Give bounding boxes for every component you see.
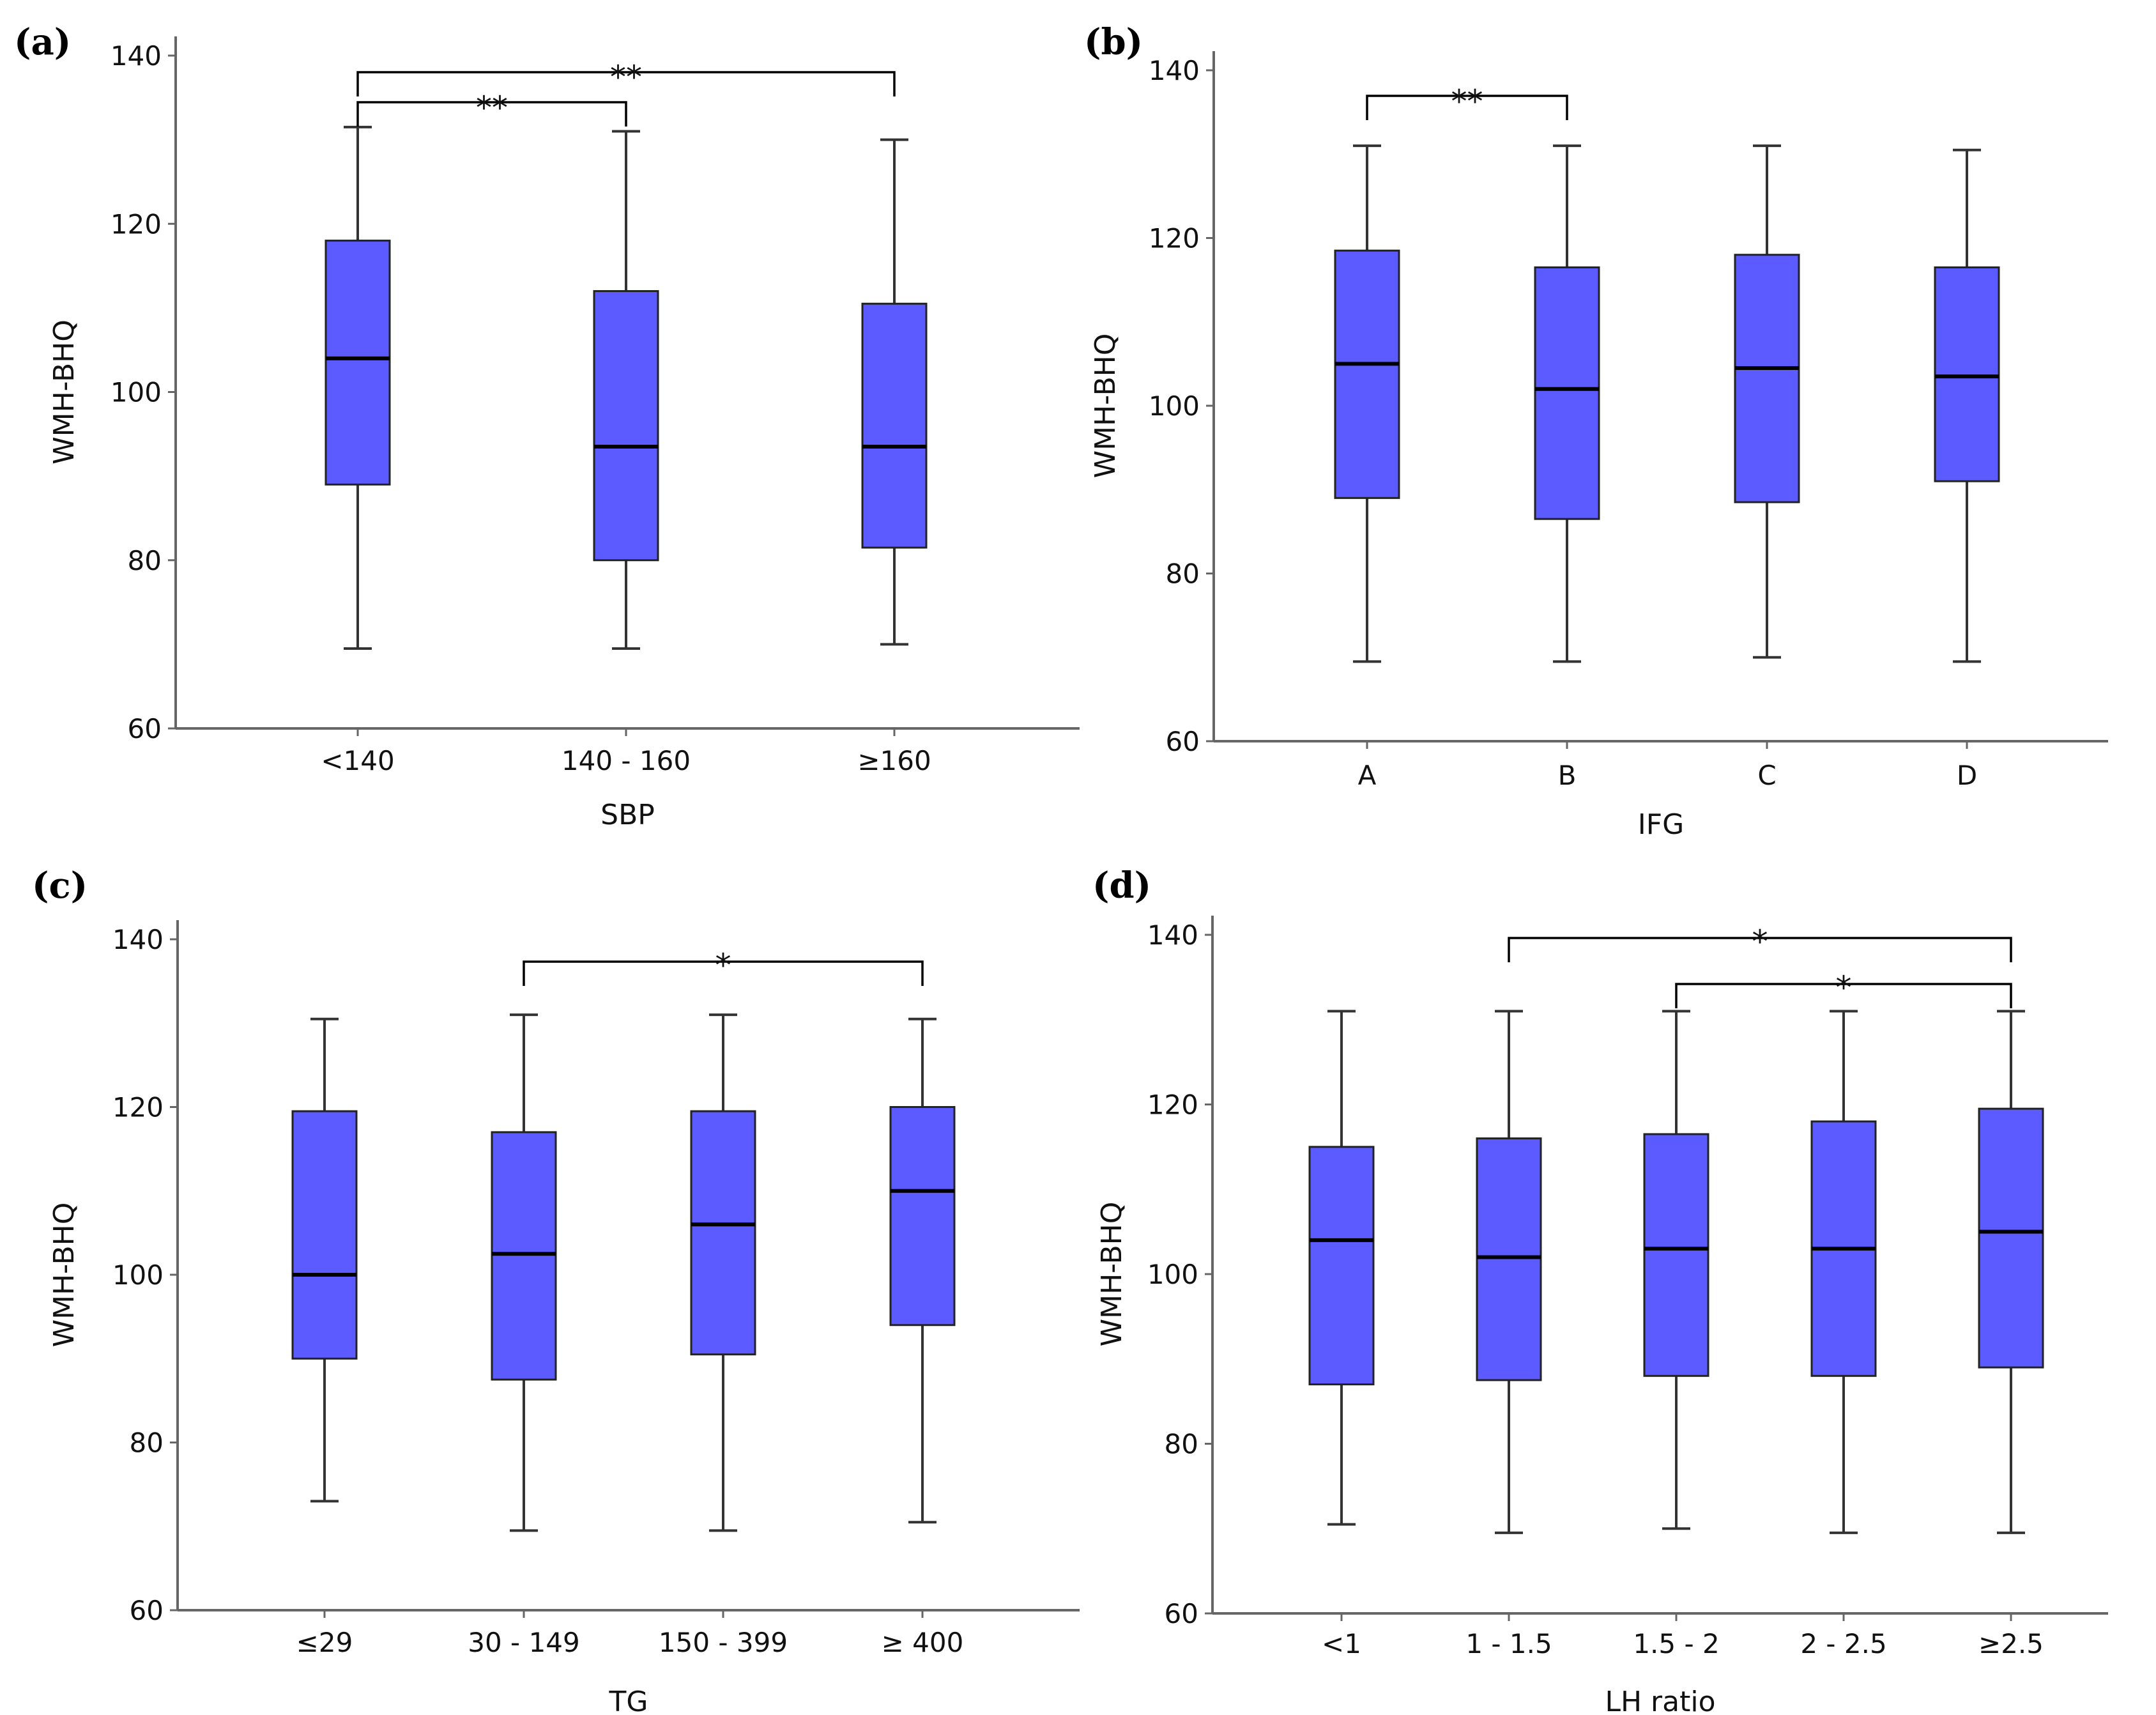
iqr-box	[889, 1106, 956, 1327]
x-axis-title: IFG	[1638, 808, 1684, 841]
y-axis-title: WMH-BHQ	[1096, 1202, 1128, 1347]
box-plot	[889, 1017, 956, 1524]
x-tick-label: D	[1957, 760, 1977, 791]
x-tick-label: 1 - 1.5	[1465, 1628, 1552, 1659]
significance-label: **	[476, 89, 508, 127]
y-tick-label: 120	[1147, 1089, 1198, 1121]
y-tick-label: 120	[111, 208, 162, 240]
y-tick-label: 60	[130, 1595, 164, 1626]
box-plot	[1978, 1010, 2044, 1534]
significance-label: *	[1836, 969, 1852, 1006]
y-axis-title: WMH-BHQ	[48, 1203, 80, 1348]
y-tick-label: 60	[128, 713, 162, 744]
significance-bracket	[1675, 983, 2012, 1008]
x-tick-label: 150 - 399	[659, 1627, 788, 1658]
box-plot	[1810, 1010, 1877, 1534]
x-tick-label: C	[1757, 760, 1776, 791]
box-plot	[291, 1017, 358, 1503]
y-axis-title: WMH-BHQ	[48, 319, 80, 465]
x-tick-label: ≥ 400	[882, 1627, 964, 1658]
x-axis-title: SBP	[600, 799, 655, 831]
x-tick-label: <140	[321, 745, 394, 776]
y-tick-label: 140	[112, 924, 164, 955]
y-tick-label: 140	[1149, 55, 1200, 86]
significance-bracket	[523, 960, 924, 986]
y-tick-label: 80	[1165, 1429, 1198, 1460]
significance-label: **	[1451, 83, 1483, 120]
box-plot	[690, 1013, 756, 1532]
x-axis-title: TG	[609, 1686, 648, 1715]
y-tick-label: 60	[1166, 726, 1200, 757]
y-tick-label: 140	[1147, 919, 1198, 951]
box-plot	[491, 1013, 557, 1532]
y-tick-label: 80	[1166, 558, 1200, 590]
box-plot	[1308, 1010, 1375, 1526]
iqr-box	[491, 1131, 557, 1381]
box-plot	[593, 130, 659, 650]
y-tick-label: 80	[130, 1427, 164, 1459]
iqr-box	[1734, 254, 1800, 504]
iqr-box	[593, 290, 659, 562]
y-tick-label: 80	[128, 545, 162, 576]
x-tick-label: 1.5 - 2	[1633, 1628, 1719, 1659]
chart-panel: (c) 60 80 100 120 140 WMH-BHQ ≤29 30 - 149 150 - …	[32, 865, 1080, 1715]
box-plot	[1334, 144, 1400, 663]
iqr-box	[1476, 1137, 1542, 1381]
significance-label: *	[1752, 923, 1768, 960]
iqr-box	[325, 240, 391, 486]
panel-label: (c)	[32, 865, 88, 907]
x-tick-label: ≤29	[296, 1627, 353, 1658]
x-tick-label: B	[1558, 760, 1577, 791]
box-plot	[1534, 144, 1600, 663]
iqr-box	[1534, 266, 1600, 520]
significance-label: *	[715, 947, 731, 984]
panel-label: (d)	[1092, 865, 1151, 907]
significance-bracket	[1366, 95, 1568, 120]
chart-panel: (a) 60 80 100 120 140 WMH-BHQ <140 140 - 160 ≥160…	[14, 21, 1080, 831]
chart-panel: (b) 60 80 100 120 140 WMH-BHQ A B C D IFG **	[1084, 21, 2108, 841]
significance-bracket	[356, 71, 896, 96]
x-tick-label: 30 - 149	[468, 1627, 579, 1658]
box-plot	[1934, 148, 2000, 663]
x-tick-label: ≥2.5	[1978, 1628, 2044, 1659]
y-tick-label: 120	[1149, 223, 1200, 254]
iqr-box	[690, 1110, 756, 1356]
iqr-box	[1643, 1133, 1709, 1377]
x-axis-title: LH ratio	[1605, 1686, 1715, 1715]
y-tick-label: 120	[112, 1092, 164, 1123]
x-tick-label: 140 - 160	[562, 745, 691, 776]
iqr-box	[861, 302, 928, 549]
panel-label: (b)	[1084, 21, 1143, 63]
iqr-box	[1334, 249, 1400, 499]
box-plot	[861, 138, 928, 646]
box-plot	[325, 125, 391, 650]
y-tick-label: 100	[111, 377, 162, 408]
box-plot	[1476, 1010, 1542, 1534]
y-axis-title: WMH-BHQ	[1089, 334, 1122, 479]
y-tick-label: 60	[1165, 1598, 1198, 1629]
significance-bracket	[356, 101, 627, 127]
x-tick-label: <1	[1322, 1628, 1361, 1659]
iqr-box	[1308, 1146, 1375, 1386]
y-tick-label: 100	[112, 1259, 164, 1291]
x-tick-label: A	[1358, 760, 1377, 791]
x-tick-label: 2 - 2.5	[1800, 1628, 1886, 1659]
y-tick-label: 140	[111, 40, 162, 72]
panel-label: (a)	[14, 21, 71, 63]
y-tick-label: 100	[1149, 390, 1200, 422]
significance-label: **	[610, 59, 642, 96]
iqr-box	[291, 1110, 358, 1360]
iqr-box	[1934, 266, 2000, 482]
iqr-box	[1978, 1107, 2044, 1369]
chart-panel: (d) 60 80 100 120 140 WMH-BHQ <1 1 - 1.5 1.5 - 2 2…	[1092, 865, 2108, 1715]
y-tick-label: 100	[1147, 1259, 1198, 1290]
significance-bracket	[1508, 937, 2012, 962]
box-plot	[1734, 144, 1800, 659]
box-plot	[1643, 1010, 1709, 1530]
x-tick-label: ≥160	[857, 745, 931, 776]
